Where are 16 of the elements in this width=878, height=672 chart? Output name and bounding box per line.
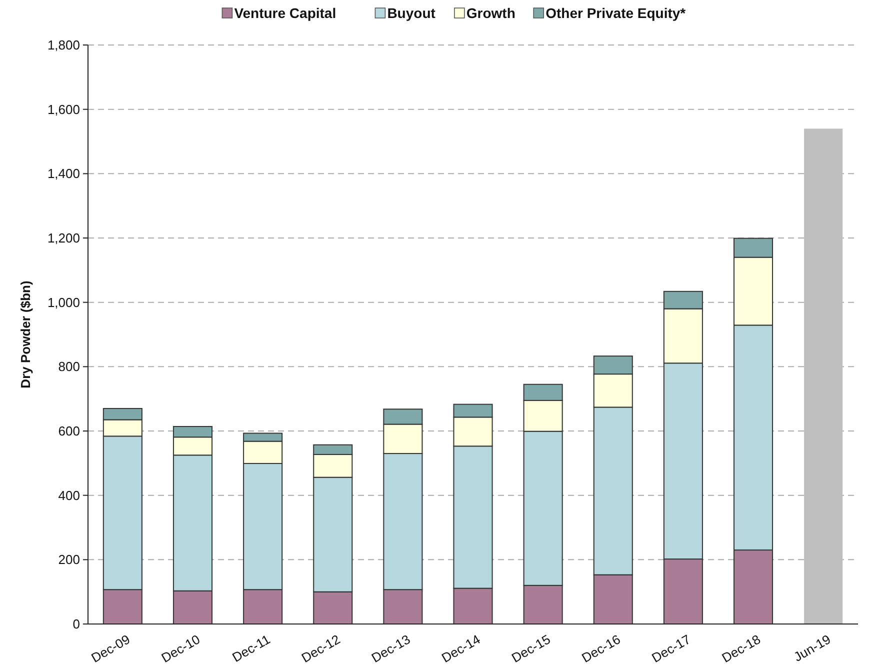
legend-label: Growth	[466, 5, 516, 21]
y-tick-label: 200	[58, 552, 80, 568]
legend-label: Other Private Equity*	[546, 5, 686, 21]
y-tick-label: 0	[72, 616, 80, 632]
legend-label: Buyout	[387, 5, 436, 21]
y-tick-label: 1,000	[47, 294, 80, 310]
y-tick-label: 800	[58, 359, 80, 374]
y-tick-label: 1,400	[47, 166, 80, 182]
legend-label: Venture Capital	[234, 5, 336, 21]
y-tick-label: 400	[58, 488, 80, 503]
y-axis-title: Dry Powder ($bn)	[18, 280, 33, 388]
y-tick-label: 1,800	[47, 38, 80, 53]
bar	[804, 128, 843, 624]
y-tick-label: 1,600	[47, 102, 80, 117]
y-tick-label: 1,200	[47, 230, 80, 246]
y-tick-label: 600	[58, 424, 80, 439]
